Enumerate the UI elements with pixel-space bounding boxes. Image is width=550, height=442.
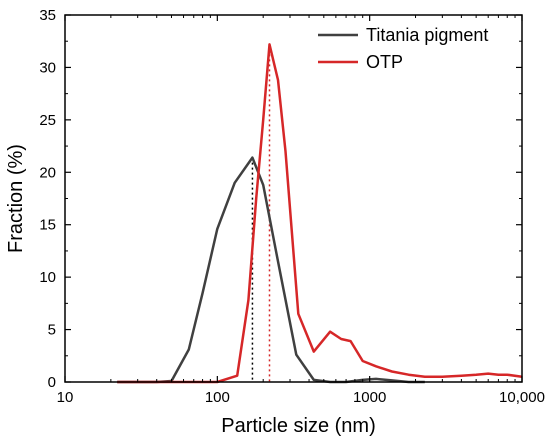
y-tick-label: 10 — [39, 269, 56, 286]
legend-label-otp: OTP — [366, 52, 403, 72]
series-line-titania-pigment — [117, 156, 425, 384]
y-tick-label: 30 — [39, 59, 56, 76]
legend: Titania pigment OTP — [318, 25, 488, 72]
x-axis-title: Particle size (nm) — [221, 415, 375, 437]
legend-label-titania-pigment: Titania pigment — [366, 25, 488, 45]
y-tick-label: 25 — [39, 112, 56, 129]
series-line-otp — [117, 43, 523, 384]
axes: 10 100 1000 10,000 0 5 10 15 20 25 30 35 Particle si… — [5, 7, 545, 437]
y-tick-label: 15 — [39, 217, 56, 234]
x-tick-label: 10,000 — [499, 389, 545, 406]
plot-frame — [64, 14, 523, 383]
x-tick-label: 10 — [57, 389, 74, 406]
y-tick-label: 5 — [48, 322, 56, 339]
y-tick-label: 0 — [48, 374, 56, 391]
x-tick-label: 100 — [205, 389, 230, 406]
y-axis-title: Fraction (%) — [5, 144, 27, 253]
x-tick-label: 1000 — [353, 389, 386, 406]
y-tick-label: 20 — [39, 164, 56, 181]
y-tick-label: 35 — [39, 7, 56, 24]
plot-area — [117, 43, 523, 384]
